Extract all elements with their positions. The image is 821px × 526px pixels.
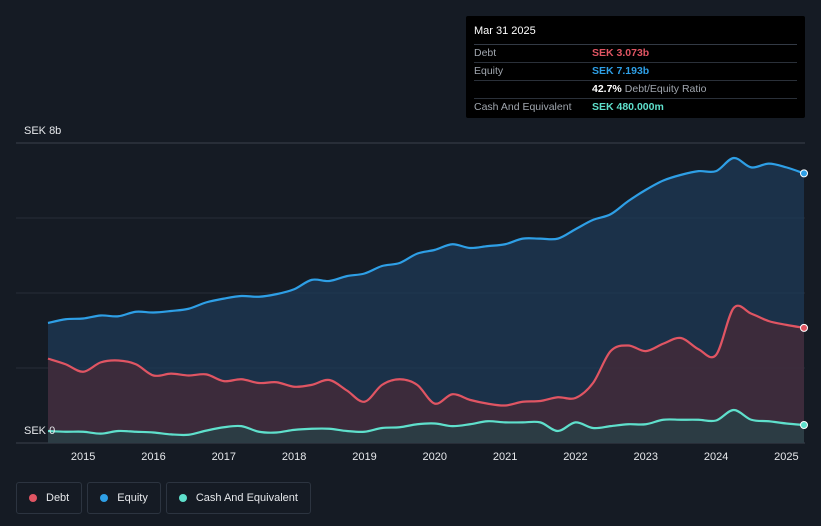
legend-debt[interactable]: Debt (16, 482, 83, 514)
tooltip-equity-label: Equity (474, 65, 504, 77)
x-tick-label: 2023 (634, 451, 658, 463)
debt-line (47, 304, 805, 407)
cash-and-equivalent-area (48, 409, 804, 443)
equity-dot-icon (100, 494, 109, 502)
debt-dot-icon (29, 494, 37, 502)
tooltip-cash-label: Cash And Equivalent (474, 101, 572, 113)
tooltip-ratio-label: Debt/Equity Ratio (624, 83, 707, 95)
x-tick-label: 2020 (423, 451, 447, 463)
data-tooltip: Mar 31 2025 Debt SEK 3.073b Equity SEK 7… (466, 16, 805, 118)
series-endpoints (800, 169, 808, 429)
equity-endpoint (800, 169, 808, 178)
tooltip-ratio-value: 42.7% (592, 83, 622, 95)
cash-and-equivalent-endpoint (800, 421, 808, 429)
chart-legend: Debt Equity Cash And Equivalent (16, 482, 311, 514)
debt-endpoint (800, 323, 808, 332)
x-tick-label: 2016 (141, 451, 165, 463)
x-tick-label: 2025 (774, 451, 798, 463)
legend-cash-label: Cash And Equivalent (195, 492, 298, 504)
cash-dot-icon (178, 494, 187, 502)
tooltip-debt-row: Debt SEK 3.073b (474, 45, 797, 63)
series-areas (47, 156, 805, 444)
tooltip-date: Mar 31 2025 (474, 16, 797, 45)
y-axis-top-label: SEK 8b (24, 125, 62, 137)
tooltip-cash-value: SEK 480.000m (592, 101, 664, 113)
x-axis-ticks: 2015 2016 2017 2018 2019 2020 2021 2022 2023 2024… (71, 451, 799, 463)
tooltip-ratio-row: 42.7% Debt/Equity Ratio (474, 81, 797, 99)
tooltip-equity-row: Equity SEK 7.193b (474, 63, 797, 81)
legend-equity-label: Equity (117, 492, 148, 504)
cash-and-equivalent-line (47, 408, 805, 437)
x-tick-label: 2018 (282, 451, 306, 463)
tooltip-debt-label: Debt (474, 47, 497, 59)
x-tick-label: 2015 (71, 451, 95, 463)
x-tick-label: 2021 (493, 451, 517, 463)
legend-equity[interactable]: Equity (87, 482, 161, 514)
x-tick-label: 2024 (704, 451, 728, 463)
debt-area (48, 305, 804, 443)
x-tick-label: 2022 (563, 451, 587, 463)
equity-line (47, 156, 805, 325)
tooltip-cash-row: Cash And Equivalent SEK 480.000m (474, 99, 797, 116)
legend-cash[interactable]: Cash And Equivalent (165, 482, 311, 514)
y-axis-bottom-label: SEK 0 (24, 425, 56, 437)
legend-debt-label: Debt (46, 492, 70, 504)
x-tick-label: 2017 (212, 451, 236, 463)
tooltip-equity-value: SEK 7.193b (592, 65, 650, 77)
x-tick-label: 2019 (352, 451, 376, 463)
tooltip-debt-value: SEK 3.073b (592, 47, 650, 59)
